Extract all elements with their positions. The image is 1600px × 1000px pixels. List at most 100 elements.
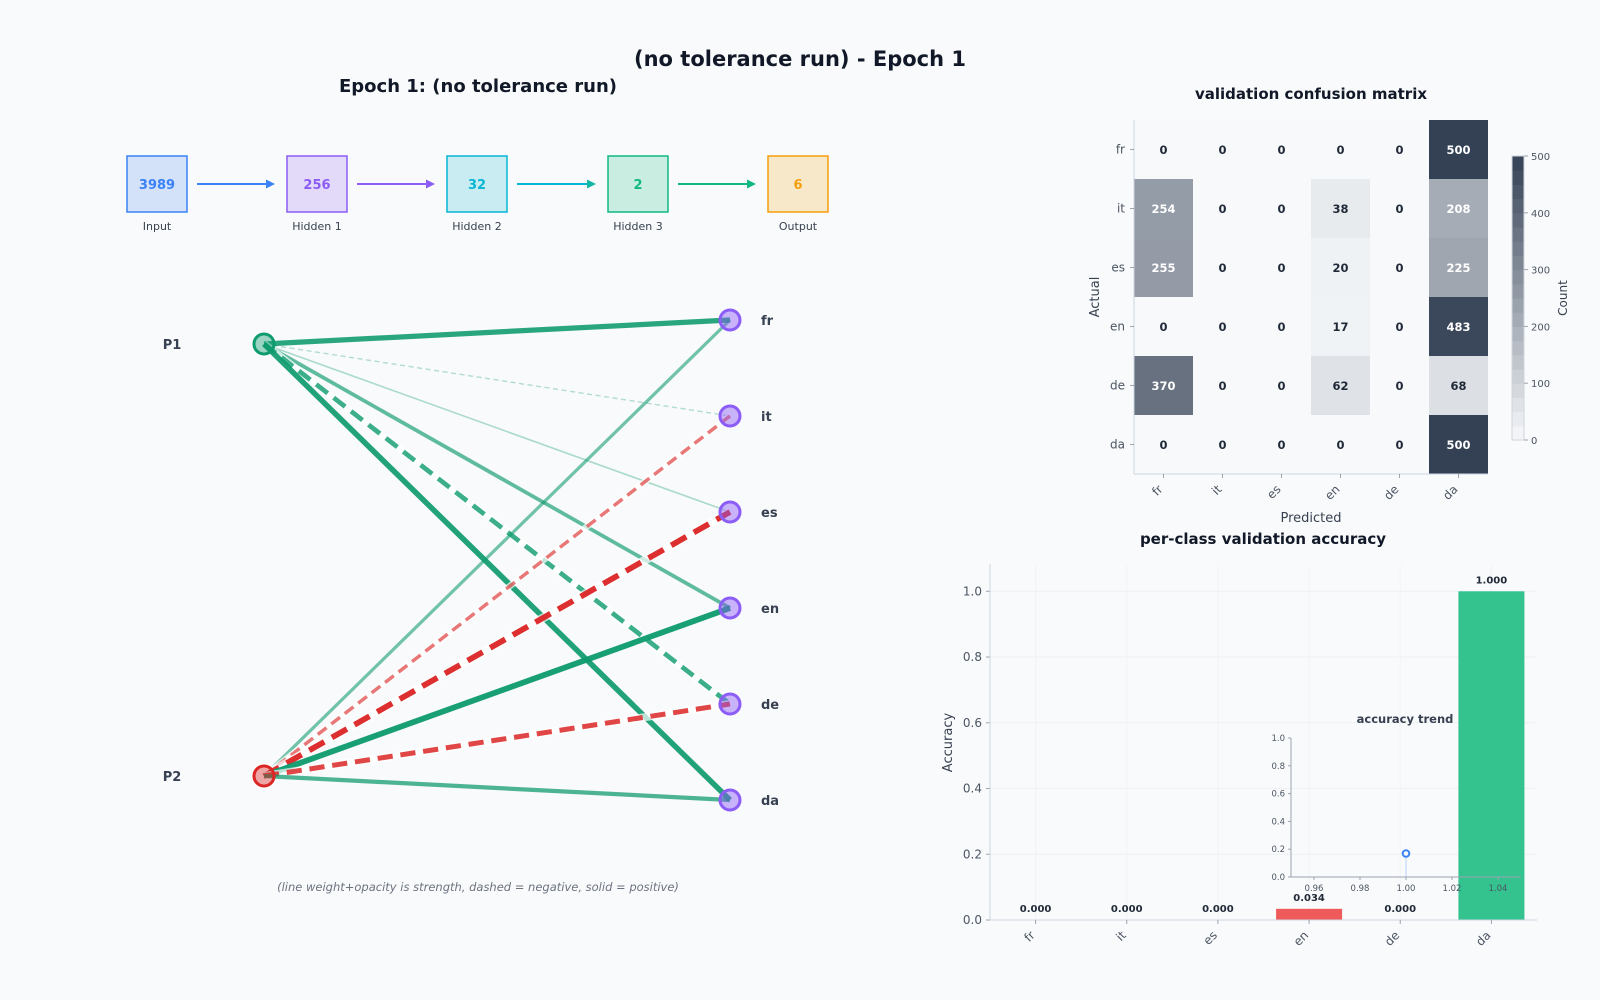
layer-size: 256 — [303, 178, 330, 193]
colorbar-segment — [1512, 397, 1524, 413]
arrow-head — [266, 179, 275, 189]
cell-value: 0 — [1218, 320, 1226, 334]
matrix-cell — [1252, 356, 1311, 415]
network-caption: (line weight+opacity is strength, dashed… — [277, 880, 679, 894]
colorbar-tick-label: 200 — [1531, 322, 1550, 333]
colorbar-segment — [1512, 255, 1524, 271]
matrix-cell — [1193, 238, 1252, 297]
layer-box — [607, 155, 669, 213]
cell-value: 17 — [1332, 320, 1348, 334]
colorbar-label: Count — [1556, 280, 1570, 316]
category-label: it — [1113, 928, 1129, 944]
cell-value: 370 — [1151, 379, 1175, 393]
connection-line — [263, 605, 731, 779]
matrix-cell — [1193, 297, 1252, 356]
matrix-cell — [1370, 415, 1429, 474]
matrix-cell — [1429, 120, 1488, 179]
layer-size: 32 — [468, 178, 486, 193]
trend-x-tick-label: 1.02 — [1443, 884, 1462, 894]
cell-value: 0 — [1218, 202, 1226, 216]
matrix-cell — [1193, 179, 1252, 238]
matrix-cell — [1370, 238, 1429, 297]
cell-value: 0 — [1159, 143, 1167, 157]
trend-x-tick-label: 1.00 — [1397, 884, 1416, 894]
colorbar-segment — [1512, 227, 1524, 242]
matrix-cell — [1370, 297, 1429, 356]
matrix-cell — [1252, 415, 1311, 474]
colorbar-segment — [1512, 241, 1524, 256]
connection-line — [263, 343, 731, 513]
network-title: Epoch 1: (no tolerance run) — [339, 76, 617, 97]
input-node — [252, 332, 276, 356]
matrix-cell — [1134, 356, 1193, 415]
matrix-cell — [1311, 297, 1370, 356]
matrix-cell — [1134, 179, 1193, 238]
row-label: fr — [1116, 143, 1125, 157]
cell-value: 0 — [1277, 438, 1285, 452]
cell-value: 0 — [1277, 320, 1285, 334]
trend-y-tick-label: 0.4 — [1271, 817, 1285, 827]
layer-size: 3989 — [139, 178, 175, 193]
colorbar-segment — [1512, 170, 1524, 185]
matrix-cell — [1193, 356, 1252, 415]
colorbar-tick-label: 400 — [1531, 209, 1550, 220]
connection-line — [263, 343, 731, 417]
architecture-diagram: 3989 Input 256 Hidden 1 32 Hidden 2 2 Hidden 3 6… — [126, 155, 829, 233]
cell-value: 0 — [1277, 143, 1285, 157]
layer-size: 6 — [793, 178, 802, 193]
network-connections: P1 P2 fr it es en de da — [163, 308, 779, 812]
connection-line — [262, 318, 732, 778]
output-node-label: de — [761, 698, 779, 713]
trend-y-tick-label: 0.6 — [1271, 790, 1285, 800]
cell-value: 0 — [1277, 202, 1285, 216]
matrix-cell — [1370, 179, 1429, 238]
x-axis-title: Predicted — [1280, 511, 1341, 526]
colorbar-segment — [1512, 383, 1524, 398]
col-label: de — [1381, 482, 1402, 503]
confusion-title: validation confusion matrix — [1195, 85, 1427, 103]
y-tick-label: 0.0 — [963, 913, 982, 927]
matrix-cell — [1252, 297, 1311, 356]
row-label: it — [1117, 202, 1125, 216]
row-label: es — [1111, 261, 1125, 275]
matrix-cell — [1429, 179, 1488, 238]
col-label: en — [1322, 482, 1343, 503]
cell-value: 500 — [1446, 143, 1470, 157]
col-label: fr — [1149, 482, 1165, 498]
connection-line — [262, 509, 732, 779]
colorbar-segment — [1512, 411, 1524, 427]
colorbar-segment — [1512, 198, 1524, 214]
matrix-cell — [1429, 238, 1488, 297]
arrow-head — [747, 179, 756, 189]
layer-label: Hidden 1 — [292, 220, 342, 233]
matrix-cell — [1370, 120, 1429, 179]
accuracy-bar — [1458, 591, 1525, 920]
matrix-cell — [1134, 238, 1193, 297]
cell-value: 0 — [1395, 379, 1403, 393]
matrix-cell — [1429, 356, 1488, 415]
output-node — [718, 308, 742, 332]
input-node-label: P1 — [163, 338, 182, 353]
connection-line — [263, 342, 731, 610]
layer-label: Input — [143, 220, 172, 233]
colorbar-tick-label: 100 — [1531, 379, 1550, 390]
cell-value: 0 — [1395, 143, 1403, 157]
cell-value: 0 — [1277, 379, 1285, 393]
cell-value: 0 — [1336, 438, 1344, 452]
cell-value: 0 — [1218, 143, 1226, 157]
input-node-label: P2 — [163, 770, 182, 785]
layer-size: 2 — [633, 178, 642, 193]
layer-box — [767, 155, 829, 213]
category-label: de — [1382, 928, 1403, 949]
cell-value: 255 — [1151, 261, 1175, 275]
cell-value: 20 — [1332, 261, 1348, 275]
confusion-matrix: validation confusion matrix 0 0 0 0 0 500 254 0 0… — [1088, 85, 1570, 526]
category-label: es — [1200, 928, 1220, 948]
bar-value-label: 0.000 — [1111, 904, 1143, 915]
colorbar-segment — [1512, 312, 1524, 327]
row-label: da — [1110, 438, 1125, 452]
connection-line — [262, 342, 732, 706]
y-tick-label: 0.2 — [963, 847, 982, 861]
bar-value-label: 0.034 — [1293, 893, 1325, 904]
matrix-cell — [1429, 415, 1488, 474]
